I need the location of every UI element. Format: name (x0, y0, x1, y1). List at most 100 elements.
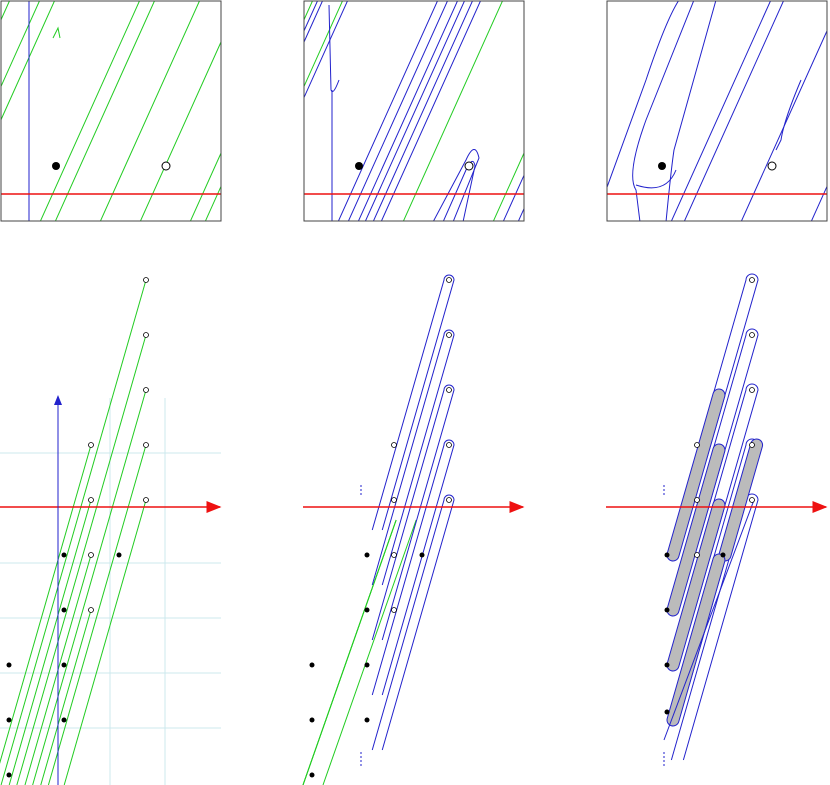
hairpin (682, 383, 759, 611)
hairpin (371, 274, 455, 531)
filled-point (6, 717, 12, 723)
filled-point (664, 552, 670, 558)
curve (8, 499, 92, 785)
curve (1, 1, 55, 121)
open-point (446, 387, 452, 393)
filled-point (664, 607, 670, 613)
frame (0, 0, 222, 222)
curve (432, 149, 480, 221)
curve (683, 1, 784, 221)
curve (502, 174, 524, 221)
filled-point (52, 162, 60, 170)
filled-point (364, 662, 370, 668)
curve (0, 279, 147, 785)
open-point (464, 161, 474, 171)
filled-point (309, 662, 315, 668)
curve (517, 207, 524, 221)
curve (304, 1, 313, 21)
curve (380, 1, 481, 221)
curve (670, 1, 771, 221)
curve (632, 1, 695, 221)
open-point (694, 497, 700, 503)
filled-point (664, 709, 670, 715)
curve (663, 499, 755, 741)
arrow (52, 26, 61, 39)
open-point (446, 497, 452, 503)
curve (47, 444, 147, 785)
curve (304, 1, 348, 99)
filled-point (116, 552, 122, 558)
panel (1, 1, 221, 221)
curve (189, 151, 221, 221)
curve (665, 1, 717, 221)
curve (32, 389, 147, 785)
curve (99, 1, 200, 221)
filled-point (6, 772, 12, 778)
open-point (88, 497, 94, 503)
curve (304, 1, 343, 88)
top-panels (0, 0, 828, 222)
open-point (143, 497, 149, 503)
curve (304, 1, 323, 44)
hairpin (688, 328, 759, 536)
curve (16, 334, 147, 785)
open-point (88, 607, 94, 613)
curve (442, 160, 476, 221)
hairpin (371, 384, 455, 641)
open-point (694, 442, 700, 448)
hairpin (693, 273, 759, 461)
bottom-panels (0, 273, 828, 785)
open-point (143, 387, 149, 393)
open-point (391, 497, 397, 503)
curve (304, 1, 318, 33)
open-point (767, 161, 777, 171)
curve (372, 1, 473, 221)
filled-point (61, 607, 67, 613)
hairpin (371, 494, 455, 751)
capsule (667, 444, 725, 616)
open-point (446, 332, 452, 338)
filled-point (61, 552, 67, 558)
curve (607, 1, 679, 189)
capsule (667, 554, 725, 726)
open-point (749, 387, 755, 393)
open-point (749, 332, 755, 338)
open-point (143, 442, 149, 448)
filled-point (355, 162, 363, 170)
open-point (143, 332, 149, 338)
filled-point (61, 717, 67, 723)
curve (322, 519, 417, 785)
filled-point (61, 662, 67, 668)
filled-point (309, 772, 315, 778)
curve (0, 444, 92, 764)
panel (0, 277, 222, 785)
open-point (749, 442, 755, 448)
curve (337, 1, 438, 221)
curve (1, 1, 40, 88)
open-point (391, 607, 397, 613)
panel (302, 274, 525, 785)
open-point (446, 277, 452, 283)
filled-point (364, 717, 370, 723)
open-point (749, 277, 755, 283)
curve (740, 29, 827, 221)
curve (347, 1, 448, 221)
open-point (143, 277, 149, 283)
curve (40, 609, 92, 785)
frame (606, 0, 828, 222)
curve (357, 1, 458, 221)
curve (63, 499, 147, 785)
curve (364, 1, 465, 221)
capsule (667, 389, 725, 561)
curve (775, 79, 802, 151)
curve (54, 1, 155, 221)
hairpin (371, 439, 455, 696)
filled-point (658, 162, 666, 170)
panel (607, 1, 827, 221)
open-point (446, 442, 452, 448)
filled-point (309, 717, 315, 723)
panel (606, 273, 828, 768)
frame (303, 0, 525, 222)
curve (39, 1, 140, 221)
